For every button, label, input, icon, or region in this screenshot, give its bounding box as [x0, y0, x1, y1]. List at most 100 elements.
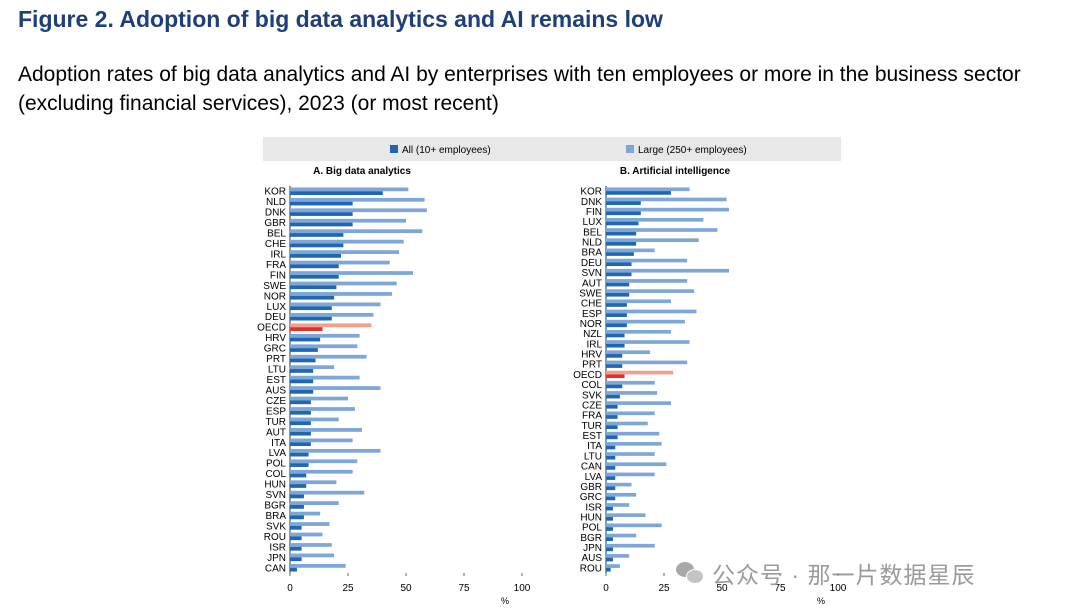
bar-large	[290, 564, 346, 568]
category-label: COL	[581, 380, 602, 391]
bar-all	[606, 506, 613, 511]
bar-all	[290, 222, 353, 227]
bar-all	[290, 494, 304, 499]
figure-title: Figure 2. Adoption of big data analytics…	[18, 6, 663, 32]
bar-large	[606, 340, 690, 344]
bar-all	[606, 313, 627, 317]
category-label: SVK	[582, 390, 602, 401]
bar-all	[290, 546, 302, 551]
bar-large	[290, 490, 365, 495]
bar-all	[606, 547, 613, 552]
bar-all	[606, 527, 613, 531]
category-label: GBR	[264, 218, 286, 229]
bar-large	[606, 543, 655, 548]
bar-all	[290, 358, 316, 363]
bar-large	[606, 187, 690, 192]
category-label: BEL	[267, 229, 286, 240]
panel-title: A. Big data analytics	[313, 166, 411, 177]
bar-all	[290, 505, 304, 509]
bar-all	[290, 525, 302, 530]
category-label: NOR	[580, 319, 602, 330]
category-label: HRV	[265, 333, 286, 344]
category-label: CAN	[265, 563, 286, 574]
bar-all	[290, 473, 307, 478]
category-label: POL	[582, 523, 602, 534]
category-label: SVK	[266, 521, 286, 532]
bar-large	[606, 380, 655, 385]
category-label: POL	[266, 459, 286, 470]
x-tick-label: 75	[458, 583, 470, 594]
category-label: BGR	[580, 533, 602, 544]
bar-all	[606, 323, 627, 328]
bar-large	[606, 207, 729, 212]
bar-large	[606, 319, 685, 324]
bar-large	[290, 522, 330, 526]
bar-large	[606, 391, 658, 395]
category-label: GRC	[580, 492, 602, 503]
category-label: ESP	[582, 309, 602, 320]
bar-all	[606, 354, 623, 358]
bar-all	[606, 384, 623, 389]
x-tick-label: 25	[658, 583, 670, 594]
bar-all	[290, 191, 383, 195]
bar-all	[606, 272, 632, 277]
category-label: LVA	[585, 472, 603, 483]
category-label: AUS	[265, 385, 286, 396]
panel-b-ai: B. Artificial intelligence KORDNKFINLUXBE…	[573, 166, 847, 606]
category-label: NZL	[583, 329, 602, 340]
bar-all	[606, 221, 639, 226]
bar-large	[290, 386, 381, 390]
bar-large	[606, 350, 651, 355]
category-label: SWE	[579, 288, 602, 299]
category-label: BGR	[264, 501, 286, 512]
bar-large	[290, 448, 381, 453]
bar-all	[606, 343, 625, 348]
category-label: FIN	[586, 207, 602, 218]
category-label: SVN	[581, 268, 602, 279]
bar-all	[606, 262, 632, 267]
bar-large	[606, 268, 729, 273]
bar-large	[290, 511, 321, 516]
bar-large	[290, 229, 423, 234]
bar-all	[290, 285, 337, 290]
bar-large	[606, 370, 674, 375]
wechat-icon	[676, 560, 704, 586]
bar-all	[290, 295, 335, 300]
category-label: EST	[583, 431, 602, 442]
bar-large	[606, 299, 671, 304]
category-label: AUT	[266, 427, 286, 438]
bar-large	[606, 442, 662, 446]
bar-all	[290, 348, 318, 352]
bar-all	[290, 201, 353, 206]
bar-large	[290, 250, 400, 254]
bar-large	[606, 197, 727, 202]
bar-all	[606, 303, 627, 307]
bar-all	[606, 364, 623, 368]
panel-title: B. Artificial intelligence	[620, 166, 731, 177]
category-label: IRL	[586, 339, 602, 350]
category-label: JPN	[583, 543, 602, 554]
bar-large	[606, 482, 632, 487]
category-label: PRT	[266, 354, 286, 365]
category-label: LUX	[583, 217, 603, 228]
legend-label-large: Large (250+ employees)	[638, 145, 747, 156]
bar-large	[290, 197, 425, 202]
bar-all	[290, 233, 344, 237]
bar-all	[290, 212, 353, 216]
category-label: FRA	[582, 411, 602, 422]
bar-all	[290, 431, 311, 436]
x-tick-label: 50	[716, 583, 728, 594]
category-label: LVA	[269, 448, 287, 459]
bar-large	[290, 375, 360, 380]
bar-large	[606, 411, 655, 416]
bar-large	[290, 396, 348, 401]
bar-large	[606, 258, 688, 263]
category-label: EST	[267, 375, 286, 386]
x-tick-label: 75	[774, 583, 786, 594]
bar-large	[290, 312, 374, 317]
bar-all	[606, 252, 634, 256]
bar-large	[290, 438, 353, 443]
bar-large	[606, 217, 704, 222]
watermark: 公众号 · 那一片数据星辰	[676, 556, 975, 590]
bar-large	[290, 208, 427, 213]
